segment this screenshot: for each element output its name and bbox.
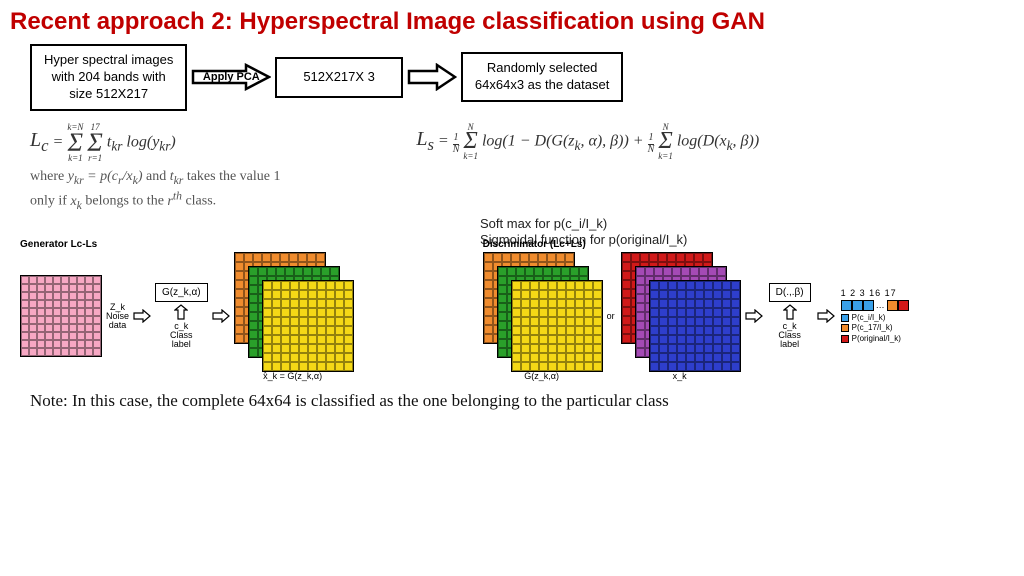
arrow-right-icon (407, 63, 457, 91)
flow-box-input: Hyper spectral images with 204 bands wit… (30, 44, 187, 111)
disc-left-stack (483, 252, 601, 370)
arrow-right-icon (817, 309, 835, 323)
arrow-up-icon (174, 304, 188, 320)
legend: P(c_i/I_k) P(c_17/I_k) P(original/I_k) (841, 313, 901, 344)
softmax-line1: Soft max for p(c_i/I_k) (480, 216, 687, 232)
arrow-right-icon (745, 309, 763, 323)
disc-right-stack (621, 252, 739, 370)
flow-box-pca: 512X217X 3 (275, 57, 403, 98)
disc-c-label: c_k Class label (778, 322, 801, 349)
discriminator-title: Discriminator (Lc+Ls) (483, 239, 1004, 250)
arrow-right-icon (212, 309, 230, 323)
generator-g-box: G(z_k,α) (155, 283, 208, 302)
formula-lc: Lc = k=N Σ k=1 17 Σ r=1 tkr log(ykr) (30, 123, 396, 163)
disc-left-label: G(z_k,α) (524, 372, 559, 381)
disc-out-seq: … (841, 300, 909, 311)
x-hat-label: x̂_k = G(z_k,α) (263, 372, 322, 381)
arrow-right-icon (133, 309, 151, 323)
arrow-pca-label: Apply PCA (203, 71, 260, 83)
disc-right-label: x_k (673, 372, 687, 381)
disc-d-box: D(.,.β) (769, 283, 811, 302)
generator-input-grid (20, 275, 102, 357)
arrow-pca: Apply PCA (191, 63, 271, 91)
or-label: or (607, 312, 615, 321)
pipeline-flow: Hyper spectral images with 204 bands wit… (0, 42, 1024, 119)
gan-row: Generator Lc-Ls Z_k Noise data G(z_k,α) … (0, 233, 1024, 385)
flow-box-dataset: Randomly selected 64x64x3 as the dataset (461, 52, 623, 102)
formula-where: where ykr = p(cr/xk) and tkr takes the v… (0, 164, 461, 215)
generator-title: Generator Lc-Ls (20, 239, 473, 250)
z-label: Z_k Noise data (106, 303, 129, 330)
discriminator-block: Discriminator (Lc+Ls) G(z_k,α) or x_k D(… (483, 239, 1004, 381)
formula-ls: Ls = 1N N Σ k=1 log(1 − D(G(zk, α), β)) … (416, 123, 994, 163)
generator-output-stack (234, 252, 352, 370)
footer-note: Note: In this case, the complete 64x64 i… (0, 385, 1024, 417)
arrow-up-icon (783, 304, 797, 320)
formulas-row: Lc = k=N Σ k=1 17 Σ r=1 tkr log(ykr) Ls … (0, 119, 1024, 165)
c-label: c_k Class label (170, 322, 193, 349)
generator-block: Generator Lc-Ls Z_k Noise data G(z_k,α) … (20, 239, 473, 381)
page-title: Recent approach 2: Hyperspectral Image c… (0, 0, 1024, 42)
out-seq-labels: 1 2 3 16 17 (841, 289, 897, 298)
